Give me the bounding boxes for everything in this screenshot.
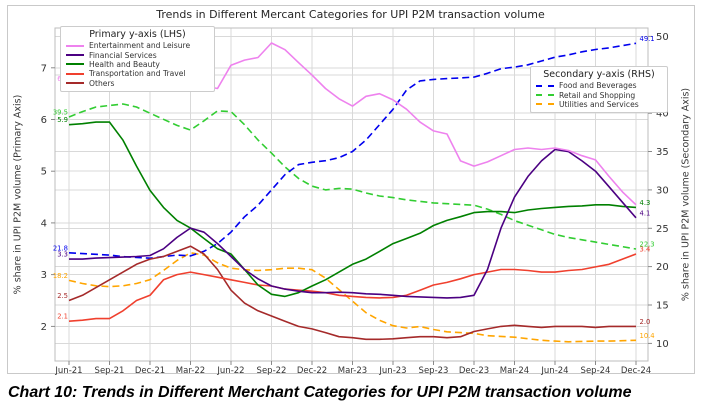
end-value-label: 49.1	[640, 35, 655, 43]
legend-item-utilities: Utilities and Services	[536, 100, 662, 109]
others-line-swatch	[66, 82, 84, 85]
legend-item-financial: Financial Services	[66, 50, 209, 60]
tick-marks	[51, 35, 652, 365]
legend-label: Financial Services	[89, 50, 157, 60]
start-value-label: 18.2	[53, 272, 68, 280]
right-tick-label: 40	[656, 109, 669, 120]
left-tick-label: 5	[41, 167, 47, 178]
x-tick-label: Sep-21	[95, 366, 125, 376]
right-tick-label: 10	[656, 339, 669, 350]
end-value-label: 3.4	[640, 246, 651, 254]
end-value-label: 22.3	[640, 241, 655, 249]
end-value-label: 2.0	[640, 318, 651, 326]
legend-primary-title: Primary y-axis (LHS)	[89, 29, 186, 40]
right-tick-label: 35	[656, 147, 669, 158]
x-tick-label: Dec-22	[297, 366, 327, 376]
chart-caption: Chart 10: Trends in Different Merchant C…	[8, 384, 632, 401]
left-tick-label: 7	[41, 63, 47, 74]
series-line-1	[69, 148, 637, 299]
legend-item-others: Others	[66, 79, 209, 88]
right-tick-label: 50	[656, 32, 669, 43]
series-line-6	[68, 103, 637, 250]
legend-label: Entertainment and Leisure	[89, 41, 191, 51]
left-tick-label: 2	[41, 322, 47, 333]
legend-secondary: Secondary y-axis (RHS) Food and Beverage…	[530, 66, 668, 114]
x-tick-label: Jun-23	[378, 366, 406, 376]
entertainment-line-swatch	[66, 44, 84, 47]
chart-title: Trends in Different Mercant Categories f…	[156, 8, 545, 21]
x-tick-label: Mar-22	[176, 366, 205, 376]
x-tick-label: Jun-22	[216, 366, 244, 376]
start-value-label: 5.9	[57, 116, 68, 124]
right-tick-label: 15	[656, 301, 669, 312]
left-axis-title: % share in UPI P2M volume (Primary Axis)	[12, 94, 24, 295]
utilities-line-swatch	[536, 103, 554, 106]
legend-primary: Primary y-axis (LHS) Entertainment and L…	[60, 26, 215, 92]
x-tick-label: Sep-22	[257, 366, 287, 376]
series-line-4	[68, 245, 636, 341]
end-value-label: 4.1	[640, 209, 651, 217]
start-value-label: 3.3	[57, 251, 68, 259]
legend-label: Others	[89, 78, 115, 88]
series-line-2	[68, 121, 637, 298]
start-value-label: 39.5	[53, 109, 68, 117]
legend-label: Health and Beauty	[89, 59, 160, 69]
left-tick-label: 3	[41, 270, 47, 281]
legend-item-health: Health and Beauty	[66, 60, 209, 69]
legend-label: Food and Beverages	[559, 81, 637, 91]
health-line-swatch	[66, 63, 84, 66]
x-tick-label: Sep-23	[419, 366, 449, 376]
right-tick-label: 20	[656, 262, 669, 273]
x-tick-label: Mar-24	[500, 366, 529, 376]
food-line-swatch	[536, 84, 554, 87]
x-tick-label: Jun-24	[540, 366, 568, 376]
x-tick-label: Sep-24	[581, 366, 611, 376]
x-tick-label: Mar-23	[338, 366, 367, 376]
right-tick-label: 25	[656, 224, 669, 235]
legend-label: Transportation and Travel	[89, 69, 186, 79]
legend-item-transportation: Transportation and Travel	[66, 69, 209, 78]
retail-line-swatch	[536, 94, 554, 97]
right-tick-label: 30	[656, 185, 669, 196]
x-tick-label: Jun-21	[54, 366, 82, 376]
plot-border	[54, 27, 649, 362]
legend-secondary-title: Secondary y-axis (RHS)	[543, 69, 655, 80]
end-value-label: 10.4	[640, 332, 655, 340]
right-axis-title: % share in UPI P2M volume (Secondary Axi…	[680, 87, 692, 302]
end-value-label: 4.3	[640, 199, 651, 207]
figure-border	[7, 5, 695, 374]
start-value-label: 2.5	[57, 292, 68, 300]
transportation-line-swatch	[66, 72, 84, 75]
legend-item-food: Food and Beverages	[536, 81, 662, 90]
x-tick-label: Dec-23	[459, 366, 489, 376]
legend-label: Retail and Shopping	[559, 90, 636, 100]
legend-label: Utilities and Services	[559, 99, 639, 109]
left-tick-label: 6	[41, 115, 47, 126]
start-value-label: 2.1	[57, 313, 68, 321]
financial-line-swatch	[66, 54, 84, 57]
x-axis-tick-labels: Jun-21 Sep-21 Dec-21 Mar-22 Jun-22 Sep-22 Dec-…	[54, 366, 651, 376]
legend-item-entertainment: Entertainment and Leisure	[66, 41, 209, 50]
start-value-label: 21.8	[53, 244, 68, 252]
legend-item-retail: Retail and Shopping	[536, 90, 662, 100]
left-tick-label: 4	[41, 218, 47, 229]
y-axis-left-tick-labels: 2 3 4 5 6 7	[41, 63, 47, 333]
series-line-3	[68, 253, 637, 322]
x-tick-label: Dec-21	[135, 366, 165, 376]
x-tick-label: Dec-24	[621, 366, 651, 376]
